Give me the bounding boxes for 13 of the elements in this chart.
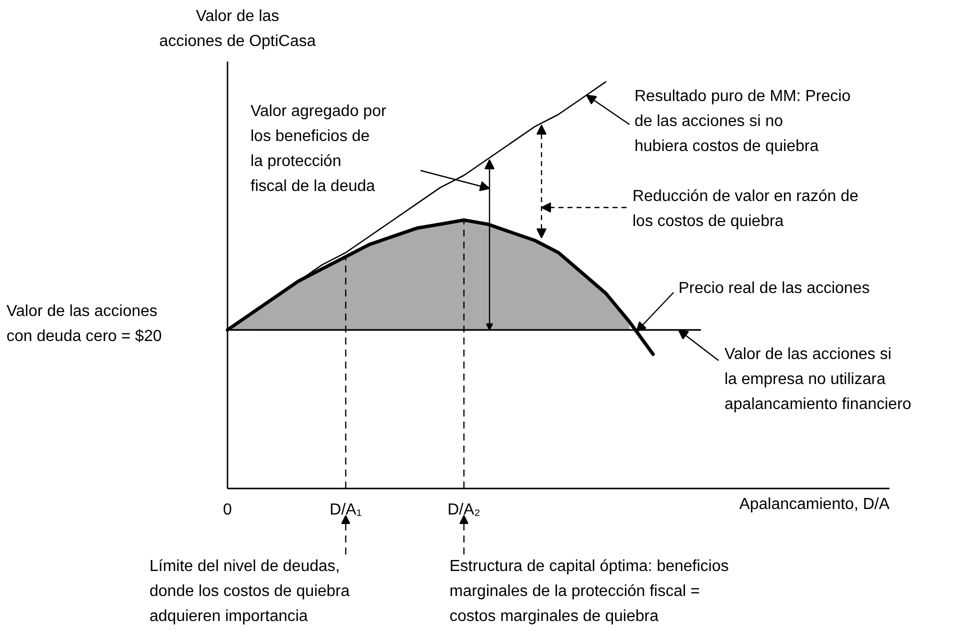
y-axis-title: Valor de las acciones de OptiCasa: [159, 8, 316, 50]
annotation: Precio real de las acciones: [678, 280, 870, 297]
x-axis-title: Apalancamiento, D/A: [739, 496, 890, 513]
x-tick-label: 0: [223, 502, 232, 518]
annotation: Valor de las acciones si la empresa no utilizara apalancamiento financiero: [724, 346, 912, 413]
annotation: Valor agregado por los beneficios de la protección fiscal de la deuda: [250, 103, 387, 195]
text: Valor de las acciones con deuda cero = $20: [6, 303, 162, 345]
text: Límite del nivel de deudas, donde los costos de quiebra adquieren importancia: [150, 558, 350, 625]
annotation: Resultado puro de MM: Precio de las acciones si no hubiera costos de quiebra: [634, 88, 851, 155]
x-tick-label: D/A₂: [447, 502, 480, 518]
text: Estructura de capital óptima: beneficios marginales de la protección fiscal = costos marginales de quiebra: [450, 558, 729, 625]
x-tick-label: D/A₁: [330, 502, 362, 518]
annotation: Reducción de valor en razón de los costos de quiebra: [632, 188, 859, 230]
